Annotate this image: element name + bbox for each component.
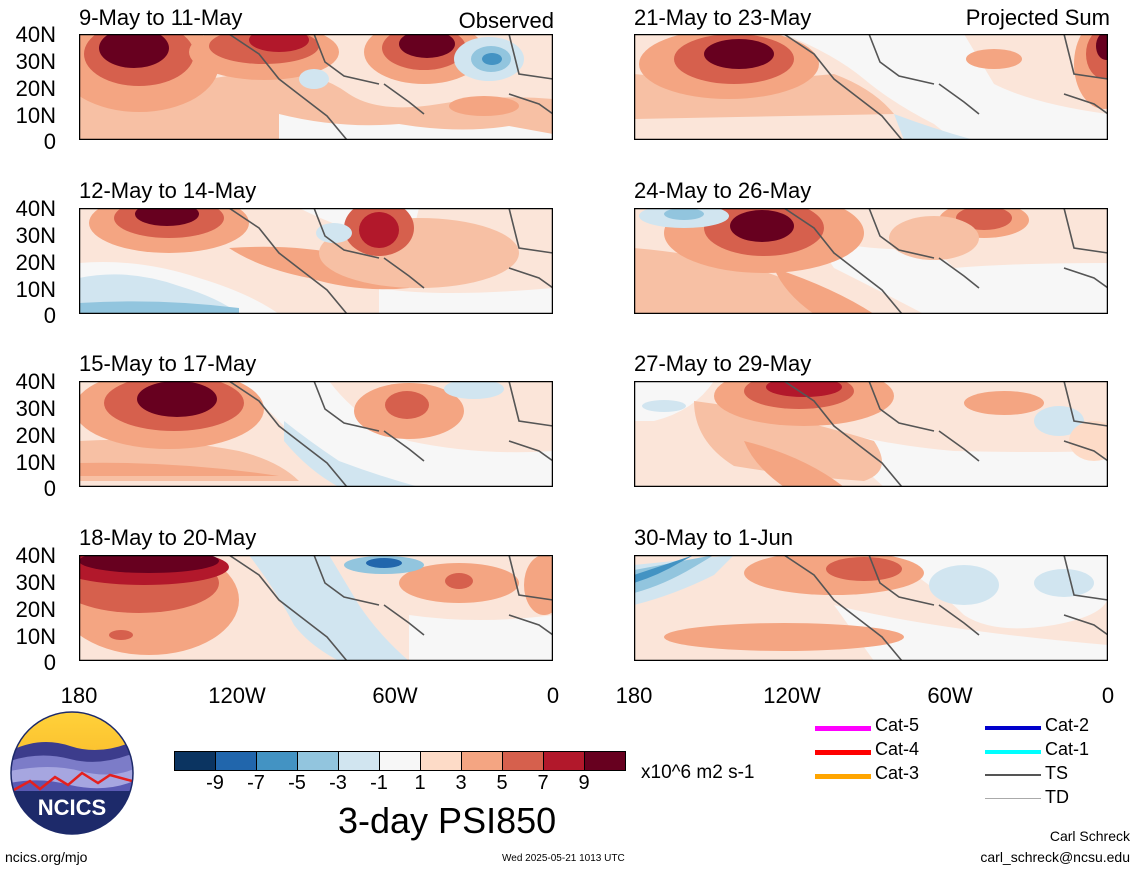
anomaly-map-5	[79, 381, 553, 487]
legend-label: Cat-1	[1045, 739, 1090, 759]
colorbar-tick: 7	[537, 772, 549, 794]
colorbar-tick: -1	[370, 772, 388, 794]
anomaly-map-1	[79, 34, 553, 140]
panel-title: 24-May to 26-May	[634, 178, 812, 203]
colorbar-tick: -7	[247, 772, 265, 794]
logo-text: NCICS	[38, 795, 106, 820]
y-tick: 10N	[15, 103, 56, 128]
colorbar-swatch	[420, 751, 462, 771]
y-tick: 20N	[15, 250, 56, 275]
colorbar-tick: 5	[496, 772, 508, 794]
x-tick: 120W	[208, 683, 266, 708]
ncics-logo: NCICS	[10, 711, 134, 835]
legend-swatch	[815, 774, 871, 779]
colorbar-tick: -3	[329, 772, 347, 794]
y-tick: 30N	[15, 223, 56, 248]
legend-swatch	[815, 750, 871, 755]
site-url: ncics.org/mjo	[5, 849, 88, 865]
y-tick: 0	[43, 650, 56, 675]
legend-label: Cat-2	[1045, 715, 1090, 735]
legend-swatch	[985, 798, 1041, 799]
y-tick: 30N	[15, 49, 56, 74]
panel-title: 27-May to 29-May	[634, 351, 812, 376]
colorbar-swatch	[256, 751, 298, 771]
panel-title: 12-May to 14-May	[79, 178, 257, 203]
x-tick: 0	[1101, 683, 1115, 708]
legend-swatch	[815, 726, 871, 731]
y-tick: 10N	[15, 624, 56, 649]
y-tick: 30N	[15, 570, 56, 595]
colorbar-tick: -9	[206, 772, 224, 794]
anomaly-map-6	[634, 381, 1108, 487]
colorbar-swatch	[174, 751, 216, 771]
y-tick: 40N	[15, 196, 56, 221]
colorbar-swatch	[461, 751, 503, 771]
panel-title: 18-May to 20-May	[79, 525, 257, 550]
colorbar-swatch	[502, 751, 544, 771]
y-tick: 20N	[15, 76, 56, 101]
y-tick: 20N	[15, 597, 56, 622]
colorbar-swatch	[215, 751, 257, 771]
colorbar-tick: 9	[578, 772, 590, 794]
timestamp: Wed 2025-05-21 1013 UTC	[502, 853, 625, 864]
y-tick: 20N	[15, 423, 56, 448]
author: Carl Schreck	[1049, 828, 1130, 844]
anomaly-map-7	[79, 555, 553, 661]
colorbar-tick: 3	[455, 772, 467, 794]
legend-label: Cat-4	[875, 739, 920, 759]
colorbar-tick: -5	[288, 772, 306, 794]
x-tick: 60W	[372, 683, 418, 708]
y-tick: 0	[43, 129, 56, 154]
x-tick: 180	[615, 683, 653, 708]
colorbar-swatch	[297, 751, 339, 771]
y-tick: 0	[43, 303, 56, 328]
panel-title: 30-May to 1-Jun	[634, 525, 793, 550]
legend-label: TS	[1045, 763, 1069, 783]
anomaly-map-8	[634, 555, 1108, 661]
legend-swatch	[985, 774, 1041, 776]
x-tick: 0	[546, 683, 560, 708]
y-tick: 0	[43, 476, 56, 501]
colorbar-swatch	[584, 751, 626, 771]
x-tick: 120W	[763, 683, 821, 708]
legend-swatch	[985, 750, 1041, 754]
legend-label: TD	[1045, 787, 1069, 807]
colorbar-swatch	[543, 751, 585, 771]
anomaly-map-4	[634, 208, 1108, 314]
anomaly-map-3	[79, 208, 553, 314]
colorbar-swatch	[338, 751, 380, 771]
legend-swatch	[985, 726, 1041, 730]
legend-label: Cat-3	[875, 763, 920, 783]
panel-title: 15-May to 17-May	[79, 351, 257, 376]
y-tick: 30N	[15, 396, 56, 421]
panel-title: 21-May to 23-May	[634, 5, 812, 30]
units-label: x10^6 m2 s-1	[641, 762, 755, 783]
anomaly-map-2	[634, 34, 1108, 140]
y-tick: 10N	[15, 277, 56, 302]
x-tick: 180	[60, 683, 98, 708]
panel-tag: Observed	[458, 8, 554, 33]
y-tick: 40N	[15, 369, 56, 394]
y-tick: 10N	[15, 450, 56, 475]
legend-label: Cat-5	[875, 715, 920, 735]
email: carl_schreck@ncsu.edu	[980, 849, 1130, 865]
y-tick: 40N	[15, 543, 56, 568]
panel-tag: Projected Sum	[965, 5, 1110, 30]
x-tick: 60W	[927, 683, 973, 708]
colorbar-tick: 1	[414, 772, 426, 794]
y-tick: 40N	[15, 22, 56, 47]
colorbar-swatch	[379, 751, 421, 771]
figure-title: 3-day PSI850	[338, 800, 557, 841]
panel-title: 9-May to 11-May	[79, 5, 243, 30]
